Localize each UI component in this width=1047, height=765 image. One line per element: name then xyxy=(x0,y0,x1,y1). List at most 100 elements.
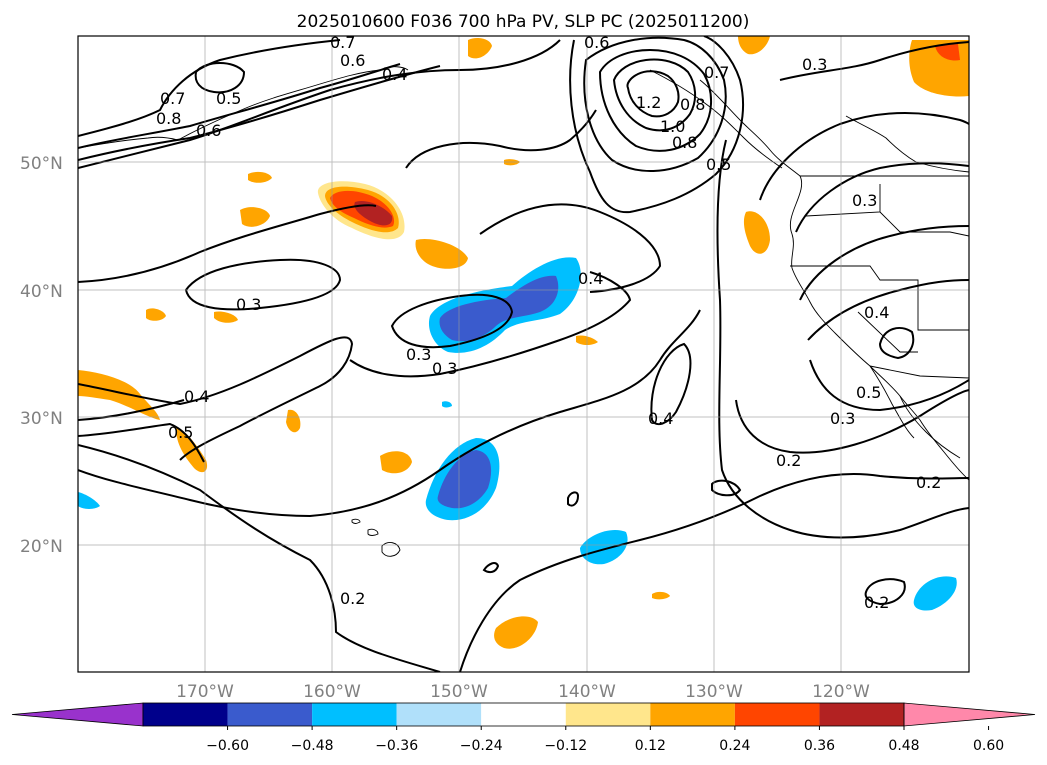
contour-ne-3 xyxy=(799,225,969,301)
contour-central-north xyxy=(479,203,662,293)
colorbar-tick-label: 0.24 xyxy=(719,738,750,754)
contour-0.2-south xyxy=(78,444,441,672)
contour-label: 0.2 xyxy=(340,589,365,608)
contour-label: 0.5 xyxy=(706,155,731,174)
colorbar-segment xyxy=(143,703,228,726)
gridlines xyxy=(78,36,969,672)
contour-label: 0.3 xyxy=(236,295,261,314)
contour-label: 1.2 xyxy=(636,93,661,112)
canada-provinces xyxy=(845,115,969,173)
contour-0.4-mid xyxy=(349,271,632,378)
contour-loop-small-2 xyxy=(482,562,500,574)
pv-anomaly-c xyxy=(240,207,270,227)
contour-label: 0.3 xyxy=(432,359,457,378)
contour-low-3 xyxy=(612,58,696,132)
map-frame xyxy=(77,35,970,673)
contour-label: 0.3 xyxy=(830,409,855,428)
pv-anomaly-ne-core xyxy=(935,44,960,61)
colorbar-tick-label: −0.48 xyxy=(291,738,334,754)
colorbar-segment xyxy=(396,703,482,726)
colorbar-segment xyxy=(734,703,820,726)
contour-label: 0.4 xyxy=(578,269,603,288)
pv-anomaly-e xyxy=(146,308,166,321)
pv-anomaly-n-top xyxy=(738,36,770,55)
contour-0.2-tropic-loop xyxy=(459,473,969,672)
pv-negative-small xyxy=(442,401,452,408)
pv-anomaly-l xyxy=(652,591,670,600)
contour-low-1 xyxy=(583,36,727,172)
contour-low-4 xyxy=(626,70,680,118)
pv-negative-se xyxy=(913,576,957,611)
colorbar-segment xyxy=(481,703,566,726)
contour-label: 0.8 xyxy=(672,133,697,152)
hawaii-oahu xyxy=(351,518,361,524)
lon-tick-label: 130°W xyxy=(685,682,743,702)
lat-tick-label: 30°N xyxy=(20,409,63,429)
lat-axis-labels: 50°N 40°N 30°N 20°N xyxy=(20,154,63,557)
hawaii-maui xyxy=(367,528,379,536)
lat-tick-label: 50°N xyxy=(20,154,63,174)
contour-label: 0.4 xyxy=(184,387,209,406)
border-states-2 xyxy=(790,265,969,331)
contour-loop-mex xyxy=(878,327,915,360)
contour-label: 0.5 xyxy=(216,89,241,108)
contour-0.8-nw xyxy=(78,39,341,137)
border-us-mexico xyxy=(869,365,969,379)
pv-negative-hawaii-e xyxy=(580,529,628,565)
lon-axis-labels: 170°W 160°W 150°W 140°W 130°W 120°W xyxy=(176,682,870,702)
contour-east-1 xyxy=(735,389,969,454)
contour-mid-lat xyxy=(405,109,597,169)
contour-low-2 xyxy=(598,48,713,152)
border-states-3 xyxy=(879,211,969,237)
contour-ridge-east-2 xyxy=(759,111,969,201)
contour-label: 0.3 xyxy=(852,191,877,210)
contour-ridge-east xyxy=(716,139,969,539)
contour-label: 0.7 xyxy=(160,89,185,108)
contour-label: 0.7 xyxy=(330,33,355,52)
pv-anomaly-b xyxy=(743,211,770,254)
colorbar xyxy=(11,702,1036,727)
contour-label: 0.5 xyxy=(168,423,193,442)
contour-label: 0.2 xyxy=(916,473,941,492)
chart-title: 2025010600 F036 700 hPa PV, SLP PC (2025… xyxy=(297,12,750,32)
lat-tick-label: 40°N xyxy=(20,282,63,302)
colorbar-extend-high xyxy=(903,702,1036,727)
contour-label: 0.7 xyxy=(704,63,729,82)
lon-tick-label: 170°W xyxy=(176,682,234,702)
colorbar-frame xyxy=(142,702,905,727)
colorbar-labels: −0.60 −0.48 −0.36 −0.24 −0.12 0.12 0.24 0.36 0.4… xyxy=(206,726,1004,754)
contour-label: 0.2 xyxy=(776,451,801,470)
border-states-4 xyxy=(857,311,918,353)
contour-0.5 xyxy=(78,422,205,463)
pv-negative-subtropical-core xyxy=(437,450,492,509)
colorbar-tick-label: 0.12 xyxy=(635,738,666,754)
contour-0.4-loop xyxy=(650,342,692,426)
contour-label: 0.8 xyxy=(680,95,705,114)
contour-label: 0.8 xyxy=(156,109,181,128)
contour-label: 0.3 xyxy=(406,345,431,364)
pv-anomaly-w-edge xyxy=(78,370,160,420)
pv-negative-central-core xyxy=(439,275,559,342)
contour-label: 0.4 xyxy=(382,65,407,84)
map-plot-area: 0.7 0.6 0.4 0.5 0.7 0.8 0.6 0.8 1.2 1.0 … xyxy=(77,33,970,673)
colorbar-segment xyxy=(650,703,735,726)
pv-anomaly-h xyxy=(286,409,301,433)
colorbar-segment xyxy=(819,703,904,726)
lon-tick-label: 120°W xyxy=(812,682,870,702)
lat-tick-label: 20°N xyxy=(20,537,63,557)
contour-label: 0.3 xyxy=(802,55,827,74)
colorbar-tick-label: 0.36 xyxy=(804,738,835,754)
contour-0.4-west xyxy=(78,336,354,461)
baja-california xyxy=(869,365,915,439)
contour-0.3-central xyxy=(78,309,701,518)
contour-label: 0.4 xyxy=(648,409,673,428)
contour-labels: 0.7 0.6 0.4 0.5 0.7 0.8 0.6 0.8 1.2 1.0 … xyxy=(156,33,941,612)
alaska-peninsula xyxy=(177,69,381,141)
slp-pv-contours xyxy=(78,36,969,672)
contour-0.4-nw xyxy=(78,39,561,169)
colorbar-tick-label: 0.48 xyxy=(888,738,919,754)
lon-tick-label: 160°W xyxy=(303,682,361,702)
colorbar-extend-low xyxy=(11,702,144,727)
colorbar-segment xyxy=(565,703,651,726)
